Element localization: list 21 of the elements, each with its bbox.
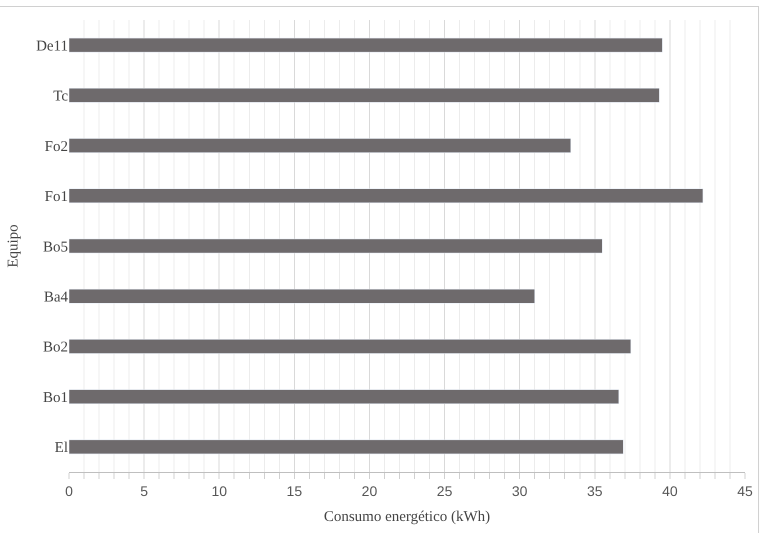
x-tick-label: 35 [586, 482, 603, 499]
y-tick-label: Bo1 [42, 390, 68, 406]
x-tick-label: 0 [65, 482, 74, 499]
x-tick-label: 20 [362, 482, 378, 499]
y-tick-label: Fo1 [44, 189, 68, 206]
y-tick-label: El [54, 440, 68, 456]
x-tick-label: 5 [140, 482, 148, 499]
x-tick-label: 45 [737, 482, 753, 499]
x-axis-title: Consumo energético (kWh) [324, 508, 490, 525]
y-tick-label: Fo2 [44, 138, 68, 155]
x-tick-label: 15 [286, 482, 302, 499]
y-tick-label: Tc [53, 88, 68, 105]
x-tick-label: 40 [662, 482, 678, 499]
x-tick-label: 30 [512, 482, 528, 499]
y-tick-label: De11 [36, 38, 68, 54]
y-tick-label: Bo2 [42, 340, 68, 356]
y-tick-label: Bo5 [42, 239, 68, 256]
y-axis-title: Equipo [5, 224, 22, 268]
x-tick-label: 10 [211, 482, 228, 499]
y-tick-label: Ba4 [44, 289, 68, 306]
x-tick-label: 25 [436, 482, 453, 499]
